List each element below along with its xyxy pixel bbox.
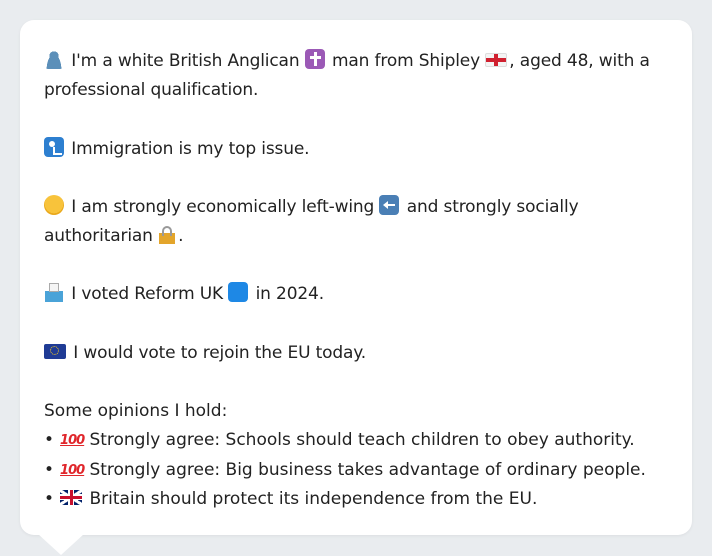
ideology-text-end: . bbox=[178, 226, 184, 247]
chat-message-bubble: I'm a white British Anglican man from Sh… bbox=[20, 20, 692, 535]
left-arrow-icon bbox=[379, 194, 400, 215]
hundred-points-icon: 100 bbox=[60, 428, 85, 448]
vote-line: I voted Reform UK in 2024. bbox=[44, 280, 676, 309]
ideology-line: I am strongly economically left-wing and… bbox=[44, 193, 676, 252]
identity-text-middle: man from Shipley bbox=[331, 51, 481, 71]
hundred-points-icon: 100 bbox=[60, 458, 85, 478]
hundred-points-glyph: 100 bbox=[60, 462, 85, 478]
identity-text-start: I'm a white British Anglican bbox=[71, 51, 300, 71]
thinking-face-icon bbox=[44, 194, 64, 215]
england-flag-icon bbox=[485, 53, 508, 67]
top-issue-line: Immigration is my top issue. bbox=[44, 135, 676, 164]
bullet: • bbox=[44, 459, 55, 480]
list-item: • 100 Strongly agree: Schools should teac… bbox=[44, 426, 676, 455]
opinion-text: Strongly agree: Big business takes advan… bbox=[89, 459, 646, 480]
ideology-text-middle: and strongly socially authoritarian bbox=[44, 196, 579, 247]
eu-text: I would vote to rejoin the EU today. bbox=[73, 342, 367, 363]
hundred-points-glyph: 100 bbox=[60, 433, 85, 449]
identity-text-end: , aged 48, with a professional qualifica… bbox=[44, 51, 650, 101]
list-item: • Britain should protect its independenc… bbox=[44, 485, 676, 514]
bust-in-silhouette-icon bbox=[44, 49, 64, 69]
bubble-tail bbox=[38, 534, 84, 555]
opinion-list: • 100 Strongly agree: Schools should teac… bbox=[44, 426, 676, 514]
bullet: • bbox=[44, 430, 55, 451]
locked-icon bbox=[158, 224, 177, 245]
uk-flag-icon bbox=[60, 489, 83, 505]
eu-flag-icon bbox=[44, 343, 66, 359]
blue-square-icon bbox=[228, 282, 249, 303]
bullet: • bbox=[44, 488, 55, 509]
list-item: • 100 Strongly agree: Big business takes … bbox=[44, 456, 676, 485]
latin-cross-icon bbox=[304, 49, 325, 69]
ideology-text-start: I am strongly economically left-wing bbox=[71, 196, 375, 217]
opinion-text: Britain should protect its independence … bbox=[89, 488, 538, 509]
opinions-heading: Some opinions I hold: bbox=[44, 401, 228, 422]
passport-control-icon bbox=[44, 136, 64, 157]
eu-line: I would vote to rejoin the EU today. bbox=[44, 339, 676, 368]
vote-text-end: in 2024. bbox=[255, 284, 325, 305]
opinion-text: Strongly agree: Schools should teach chi… bbox=[89, 430, 635, 451]
ballot-box-icon bbox=[44, 282, 64, 303]
vote-text-start: I voted Reform UK bbox=[71, 284, 224, 305]
top-issue-text: Immigration is my top issue. bbox=[71, 138, 310, 159]
identity-line: I'm a white British Anglican man from Sh… bbox=[44, 47, 676, 106]
